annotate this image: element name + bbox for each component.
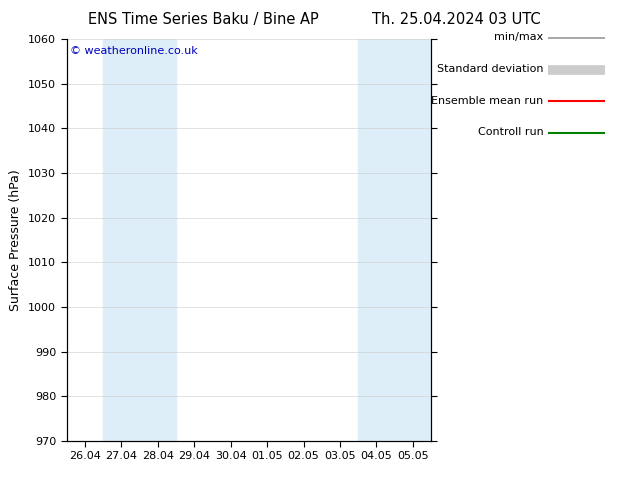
Text: min/max: min/max [494,32,543,42]
Bar [139,39,176,441]
Bar [358,39,394,441]
Text: ENS Time Series Baku / Bine AP: ENS Time Series Baku / Bine AP [87,12,318,27]
Bar [394,39,431,441]
Text: Th. 25.04.2024 03 UTC: Th. 25.04.2024 03 UTC [372,12,541,27]
Text: © weatheronline.co.uk: © weatheronline.co.uk [70,47,198,56]
Text: Controll run: Controll run [477,127,543,137]
Text: Ensemble mean run: Ensemble mean run [431,96,543,105]
Y-axis label: Surface Pressure (hPa): Surface Pressure (hPa) [10,169,22,311]
Text: Standard deviation: Standard deviation [437,64,543,74]
Bar [103,39,139,441]
